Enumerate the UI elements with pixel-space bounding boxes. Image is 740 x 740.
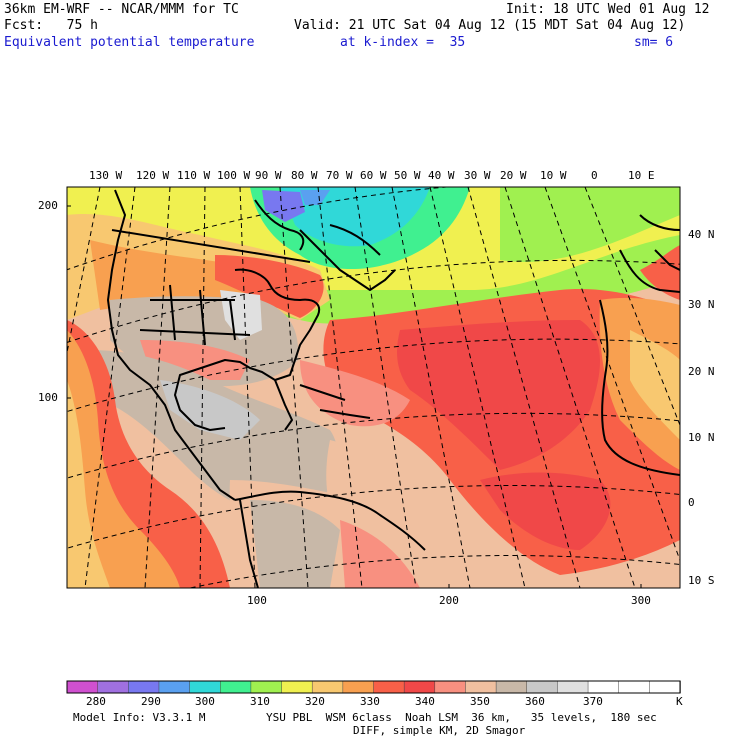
- lon-label: 90 W: [255, 169, 282, 182]
- colorbar-swatch: [250, 680, 283, 694]
- lon-label: 0: [591, 169, 598, 182]
- colorbar-swatch: [220, 680, 252, 694]
- colorbar-label: 340: [415, 695, 435, 708]
- colorbar-swatch: [373, 680, 405, 694]
- colorbar-swatch: [97, 680, 130, 694]
- colorbar-swatch: [403, 680, 436, 694]
- colorbar-swatch: [66, 680, 99, 694]
- field-name: Equivalent potential temperature: [4, 35, 255, 50]
- theta-e-field: [67, 187, 680, 588]
- model-info: Model Info: V3.3.1 M: [73, 711, 206, 724]
- colorbar-swatch: [587, 680, 620, 694]
- colorbar-swatch: [281, 680, 313, 694]
- valid-time: Valid: 21 UTC Sat 04 Aug 12 (15 MDT Sat …: [294, 18, 686, 33]
- grid-y-label: 100: [38, 391, 58, 404]
- lat-label: 20 N: [688, 365, 715, 378]
- colorbar-swatch: [434, 680, 467, 694]
- colorbar-swatch: [342, 680, 375, 694]
- colorbar-label: 350: [470, 695, 490, 708]
- lon-label: 70 W: [326, 169, 353, 182]
- colorbar-unit: K: [676, 695, 683, 708]
- diffusion-info: DIFF, simple KM, 2D Smagor: [353, 724, 526, 737]
- forecast-hour: Fcst: 75 h: [4, 18, 98, 33]
- colorbar-swatch: [128, 680, 160, 694]
- colorbar: [66, 680, 681, 694]
- lon-label: 50 W: [394, 169, 421, 182]
- init-time: Init: 18 UTC Wed 01 Aug 12: [506, 2, 710, 17]
- lon-label: 10 W: [540, 169, 567, 182]
- map-frame: [66, 186, 681, 589]
- grid-x-label: 200: [439, 594, 459, 607]
- colorbar-swatch: [557, 680, 589, 694]
- grid-y-label: 200: [38, 199, 58, 212]
- lon-label: 100 W: [217, 169, 251, 182]
- grid-x-label: 100: [247, 594, 267, 607]
- frame-ticks: [67, 205, 642, 588]
- grid-x-label: 300: [631, 594, 651, 607]
- graticule: [67, 187, 680, 588]
- lat-label: 30 N: [688, 298, 715, 311]
- colorbar-swatch: [649, 680, 681, 694]
- lat-label: 10 S: [688, 574, 715, 587]
- lat-label: 10 N: [688, 431, 715, 444]
- smoothing: sm= 6: [634, 35, 674, 50]
- colorbar-swatch: [311, 680, 344, 694]
- colorbar-label: 330: [360, 695, 380, 708]
- lon-label: 60 W: [360, 169, 387, 182]
- colorbar-swatch: [189, 680, 222, 694]
- level-index: at k-index = 35: [340, 35, 466, 50]
- lon-label: 130 W: [89, 169, 123, 182]
- colorbar-frame: [66, 680, 681, 694]
- colorbar-label: 370: [583, 695, 603, 708]
- colorbar-swatch: [158, 680, 191, 694]
- colorbar-swatch: [495, 680, 528, 694]
- colorbar-label: 280: [86, 695, 106, 708]
- lon-label: 30 W: [464, 169, 491, 182]
- lon-label: 80 W: [291, 169, 318, 182]
- colorbar-label: 320: [305, 695, 325, 708]
- colorbar-swatch: [465, 680, 497, 694]
- lat-label: 40 N: [688, 228, 715, 241]
- colorbar-swatch: [618, 680, 651, 694]
- physics-info: YSU PBL WSM 6class Noah LSM 36 km, 35 le…: [266, 711, 657, 724]
- lon-label: 20 W: [500, 169, 527, 182]
- lon-label: 40 W: [428, 169, 455, 182]
- lon-label: 10 E: [628, 169, 655, 182]
- lon-label: 110 W: [177, 169, 211, 182]
- colorbar-label: 300: [195, 695, 215, 708]
- lat-label: 0: [688, 496, 695, 509]
- coastlines: [107, 189, 680, 588]
- lon-label: 120 W: [136, 169, 170, 182]
- colorbar-swatch: [526, 680, 559, 694]
- colorbar-label: 310: [250, 695, 270, 708]
- model-title: 36km EM-WRF -- NCAR/MMM for TC: [4, 2, 239, 17]
- colorbar-label: 290: [141, 695, 161, 708]
- colorbar-label: 360: [525, 695, 545, 708]
